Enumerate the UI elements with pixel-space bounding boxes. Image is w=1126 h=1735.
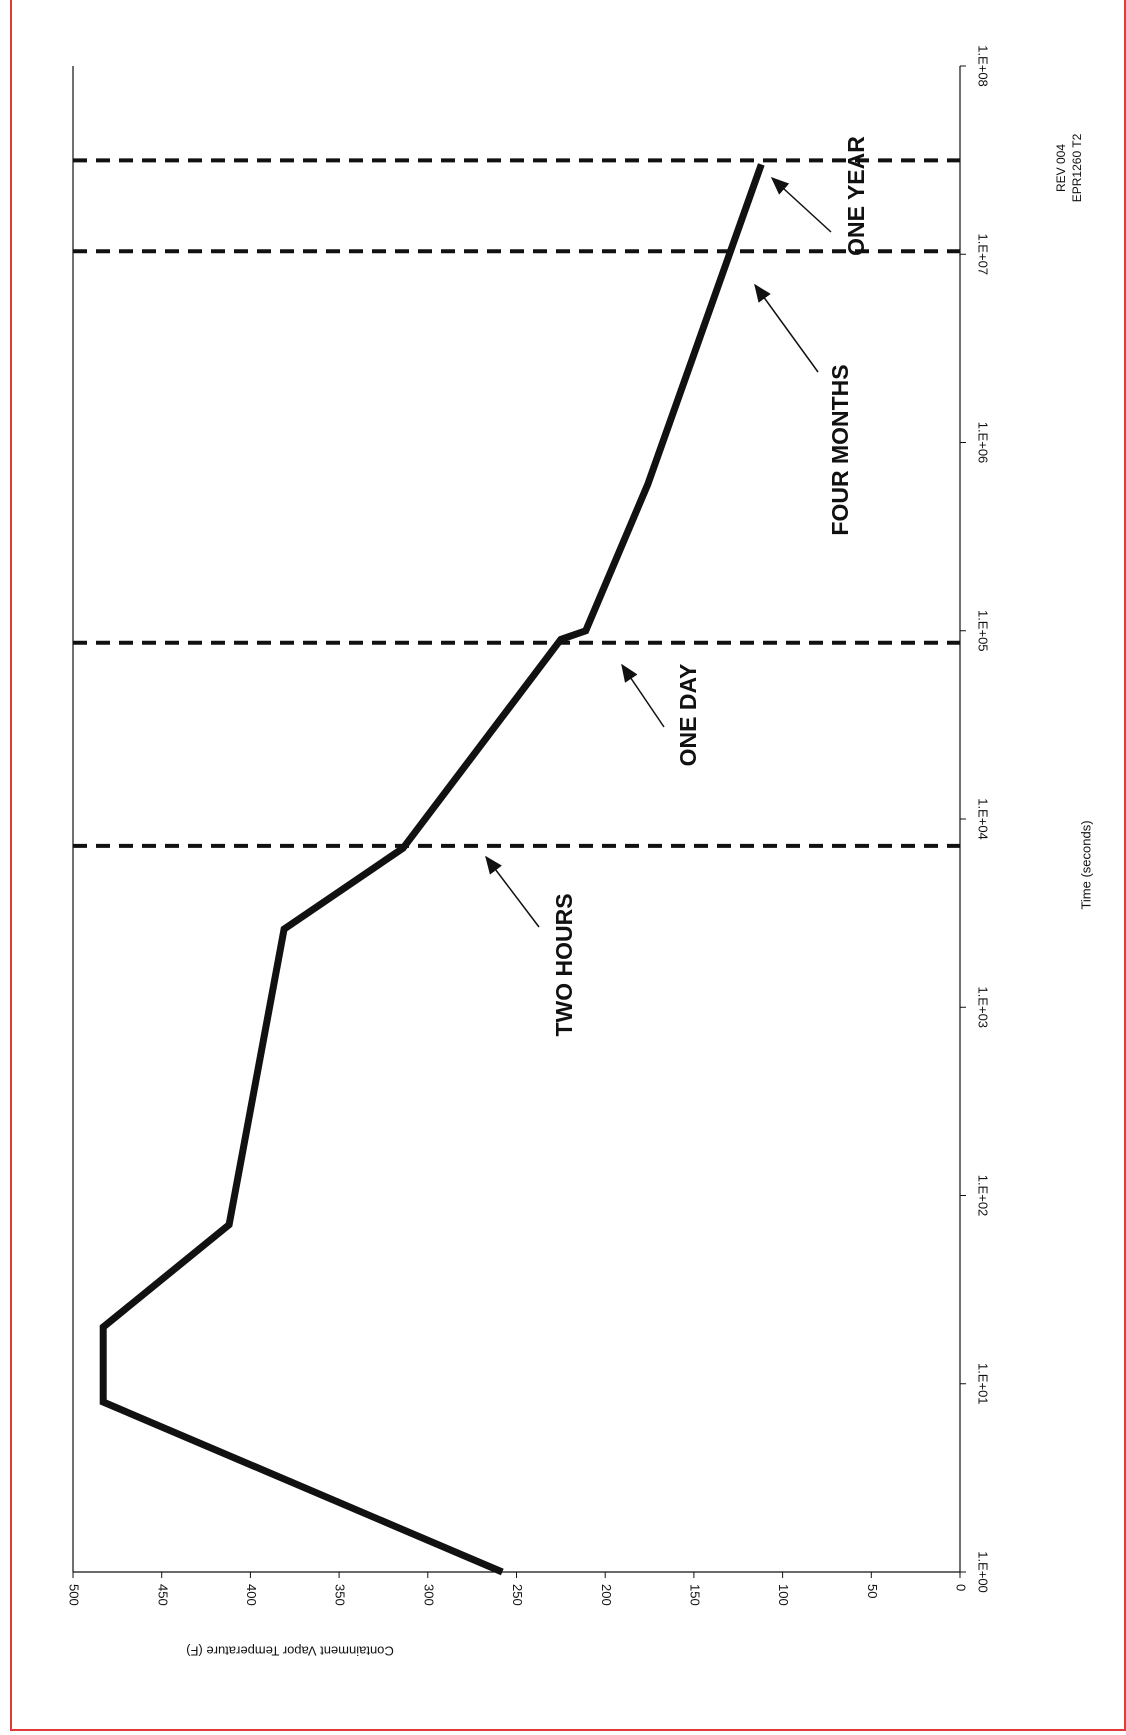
annotation-label: ONE YEAR xyxy=(843,136,869,256)
time-tick-label: 1.E+03 xyxy=(976,986,991,1028)
revision-line-1: REV 004 xyxy=(1054,144,1068,192)
value-tick-label: 200 xyxy=(599,1584,614,1606)
annotation-label: ONE DAY xyxy=(675,664,701,767)
value-tick-label: 300 xyxy=(421,1584,436,1606)
time-tick-label: 1.E+01 xyxy=(976,1363,991,1405)
annotation-arrow xyxy=(754,283,819,373)
revision-line-2: EPR1260 T2 xyxy=(1070,133,1084,202)
value-tick-label: 0 xyxy=(954,1584,969,1591)
annotation-arrow xyxy=(621,663,665,728)
time-tick-label: 1.E+06 xyxy=(976,422,991,464)
value-tick-label: 400 xyxy=(244,1584,259,1606)
annotation-arrow xyxy=(485,855,540,928)
time-tick-label: 1.E+04 xyxy=(976,798,991,840)
value-tick-label: 50 xyxy=(865,1584,880,1598)
value-tick-label: 500 xyxy=(67,1584,82,1606)
x-axis-title: Time (seconds) xyxy=(1078,820,1093,909)
value-tick-label: 250 xyxy=(510,1584,525,1606)
temperature-series-line xyxy=(99,163,765,1576)
value-tick-label: 450 xyxy=(155,1584,170,1606)
time-tick-label: 1.E+08 xyxy=(976,45,991,87)
time-tick-label: 1.E+00 xyxy=(976,1551,991,1593)
annotation-label: TWO HOURS xyxy=(551,893,577,1036)
value-tick-label: 350 xyxy=(333,1584,348,1606)
time-tick-label: 1.E+05 xyxy=(976,610,991,652)
value-tick-label: 100 xyxy=(776,1584,791,1606)
annotation-arrow xyxy=(770,176,832,233)
value-tick-label: 150 xyxy=(687,1584,702,1606)
annotation-label: FOUR MONTHS xyxy=(827,364,853,535)
page-frame xyxy=(10,0,1126,1731)
y-axis-title: Containment Vapor Temperature (F) xyxy=(186,1644,394,1659)
time-tick-label: 1.E+02 xyxy=(976,1175,991,1217)
time-tick-label: 1.E+07 xyxy=(976,233,991,275)
